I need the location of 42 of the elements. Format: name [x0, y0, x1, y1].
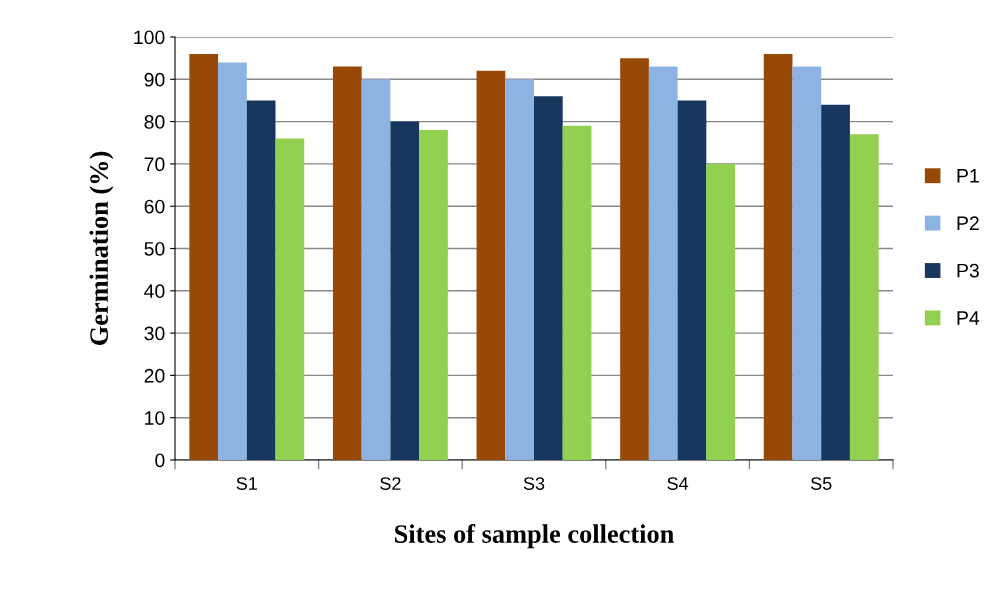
bar: [821, 104, 850, 460]
legend-label: P2: [957, 216, 979, 230]
bar: [792, 66, 822, 460]
y-tick-label: 100: [134, 30, 165, 45]
x-tick-label: S1: [236, 477, 257, 490]
y-tick-label: 20: [144, 368, 165, 383]
bar: [332, 66, 362, 460]
bar: [505, 79, 534, 460]
x-tick-label: S3: [523, 477, 545, 490]
y-tick-label: 50: [144, 241, 165, 256]
legend-label: P4: [957, 311, 980, 325]
y-axis-title: Germination (%): [89, 151, 114, 346]
bar: [419, 130, 448, 460]
x-tick-label: S4: [667, 477, 689, 490]
x-tick-label: S2: [380, 477, 401, 490]
bar: [390, 121, 420, 460]
bar: [246, 100, 276, 460]
bar: [361, 79, 391, 460]
y-tick-label: 60: [144, 199, 165, 214]
bar: [189, 53, 219, 460]
y-tick-label: 80: [144, 115, 165, 129]
bar: [534, 96, 563, 460]
bar: [648, 66, 678, 460]
bar: [620, 58, 649, 460]
y-tick-label: 0: [155, 453, 165, 468]
bar: [849, 134, 879, 460]
y-tick-label: 40: [144, 284, 165, 299]
bar: [476, 70, 506, 460]
x-axis-title: Sites of sample collection: [395, 524, 674, 549]
bar: [562, 125, 592, 460]
y-tick-label: 70: [144, 157, 165, 172]
bar: [677, 100, 707, 460]
bar: [275, 138, 305, 460]
bar: [763, 53, 793, 460]
y-tick-label: 90: [144, 72, 165, 87]
y-tick-label: 10: [145, 411, 165, 425]
legend-label: P1: [957, 169, 979, 183]
legend-label: P3: [957, 263, 979, 278]
y-tick-label: 30: [144, 326, 165, 341]
bar: [706, 163, 736, 460]
x-tick-label: S5: [810, 477, 832, 490]
bar: [218, 62, 247, 460]
